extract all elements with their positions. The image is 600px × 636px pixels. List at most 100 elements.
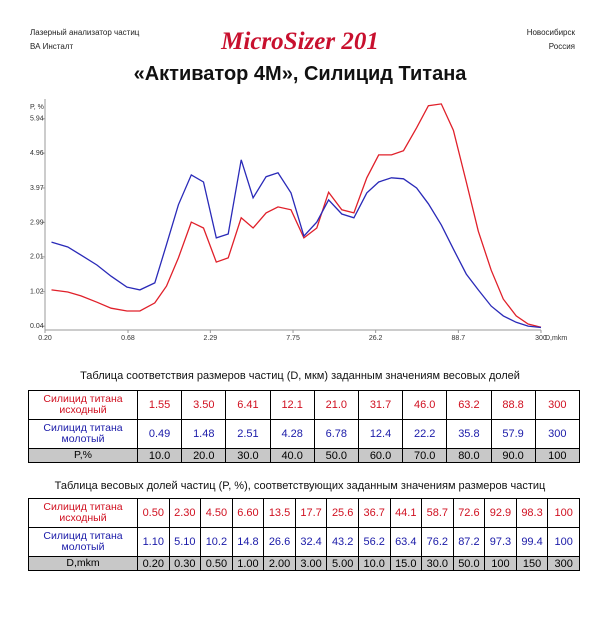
cell: 5.10 xyxy=(168,527,202,557)
cell: 2.30 xyxy=(168,498,202,528)
page-title: «Активатор 4М», Силицид Титана xyxy=(133,63,467,85)
cell: 36.7 xyxy=(357,498,391,528)
cell: 100 xyxy=(484,556,517,571)
cell: 13.5 xyxy=(263,498,296,528)
cell: 3.50 xyxy=(181,390,227,420)
cell: 90.0 xyxy=(490,448,536,463)
row-label: D,mkm xyxy=(28,556,138,571)
cell: 1.55 xyxy=(136,390,183,420)
row-label: Силицид титана молотый xyxy=(28,419,138,449)
cell: 56.2 xyxy=(357,527,391,557)
cell: 58.7 xyxy=(421,498,454,528)
x-tick-label: 0.20 xyxy=(38,335,52,342)
cell: 12.4 xyxy=(357,419,404,449)
cell: 14.8 xyxy=(231,527,265,557)
cell: 6.78 xyxy=(313,419,359,449)
table-row: D,mkm 0.20 0.30 0.50 1.00 2.00 3.00 5.00 10.0 15.… xyxy=(28,556,580,571)
cell: 70.0 xyxy=(402,448,448,463)
cell: 30.0 xyxy=(421,556,454,571)
cell: 1.10 xyxy=(137,527,170,557)
cell: 98.3 xyxy=(515,498,549,528)
y-tick-label: 2.99 xyxy=(30,219,44,226)
cell: 26.6 xyxy=(263,527,296,557)
cell: 1.48 xyxy=(181,419,227,449)
y-tick-label: 5.94 xyxy=(30,116,44,123)
cell: 150 xyxy=(515,556,549,571)
header-text: ВА Инсталт xyxy=(30,42,74,51)
cell: 6.60 xyxy=(231,498,265,528)
cell: 63.2 xyxy=(446,390,492,420)
cell: 44.1 xyxy=(389,498,423,528)
cell: 10.0 xyxy=(136,448,183,463)
cell: 25.6 xyxy=(326,498,359,528)
logo: MicroSizer 201 xyxy=(221,28,379,55)
cell: 50.0 xyxy=(452,556,486,571)
cell: 17.7 xyxy=(294,498,328,528)
cell: 57.9 xyxy=(490,419,536,449)
cell: 6.41 xyxy=(225,390,271,420)
cell: 63.4 xyxy=(389,527,423,557)
header-text: Россия xyxy=(548,42,575,51)
cell: 80.0 xyxy=(446,448,492,463)
cell: 10.0 xyxy=(357,556,391,571)
table-title: Таблица весовых долей частиц (P, %), соо… xyxy=(54,480,546,492)
row-label: Силицид титана исходный xyxy=(28,498,138,528)
cell: 0.20 xyxy=(137,556,170,571)
cell: 46.0 xyxy=(402,390,448,420)
cell: 100 xyxy=(547,527,580,557)
y-tick-label: 0.04 xyxy=(30,323,44,330)
data-table: Силицид титана исходный 0.50 2.30 4.50 6.60 1… xyxy=(28,498,580,571)
y-tick-label: 3.97 xyxy=(30,185,44,192)
series-line xyxy=(51,103,542,328)
cell: 300 xyxy=(534,419,581,449)
table-title: Таблица соответствия размеров частиц (D,… xyxy=(80,370,520,382)
table-row: Силицид титана исходный 0.50 2.30 4.50 6.60 1… xyxy=(28,498,580,528)
cell: 0.50 xyxy=(137,498,170,528)
row-label: Силицид титана молотый xyxy=(28,527,138,557)
cell: 97.3 xyxy=(484,527,517,557)
cell: 2.51 xyxy=(225,419,271,449)
chart: 0.04 1.02 2.01 2.99 3.97 4.96 5.94 0.20 0.68 2.29… xyxy=(30,99,567,342)
cell: 35.8 xyxy=(446,419,492,449)
cell: 100 xyxy=(534,448,581,463)
cell: 15.0 xyxy=(389,556,423,571)
y-tick-label: 1.02 xyxy=(30,289,44,296)
cell: 20.0 xyxy=(181,448,227,463)
cell: 1.00 xyxy=(231,556,265,571)
x-axis-label: D,mkm xyxy=(545,335,567,342)
cell: 76.2 xyxy=(421,527,454,557)
row-label: P,% xyxy=(28,448,138,463)
cell: 92.9 xyxy=(484,498,517,528)
header-text: Лазерный анализатор частиц xyxy=(30,28,140,37)
x-tick-label: 88.7 xyxy=(452,335,466,342)
row-label: Силицид титана исходный xyxy=(28,390,138,420)
table-row: Силицид титана исходный 1.55 3.50 6.41 12.1 2… xyxy=(28,390,581,420)
cell: 87.2 xyxy=(452,527,486,557)
cell: 0.30 xyxy=(168,556,202,571)
cell: 50.0 xyxy=(313,448,359,463)
cell: 72.6 xyxy=(452,498,486,528)
cell: 60.0 xyxy=(357,448,404,463)
cell: 99.4 xyxy=(515,527,549,557)
cell: 88.8 xyxy=(490,390,536,420)
x-tick-label: 7.75 xyxy=(286,335,300,342)
x-tick-label: 2.29 xyxy=(204,335,218,342)
cell: 32.4 xyxy=(294,527,328,557)
header-left: Лазерный анализатор частиц ВА Инсталт xyxy=(30,26,139,54)
header-text: Новосибирск xyxy=(526,28,575,37)
x-tick-label: 300 xyxy=(535,335,547,342)
data-table: Силицид титана исходный 1.55 3.50 6.41 12.1 2… xyxy=(28,390,581,463)
cell: 40.0 xyxy=(269,448,315,463)
cell: 100 xyxy=(547,498,580,528)
x-tick-label: 26.2 xyxy=(369,335,383,342)
y-tick-label: 4.96 xyxy=(30,150,44,157)
cell: 300 xyxy=(534,390,581,420)
y-axis-label: P, % xyxy=(30,104,44,111)
cell: 12.1 xyxy=(269,390,315,420)
cell: 4.28 xyxy=(269,419,315,449)
cell: 10.2 xyxy=(200,527,233,557)
cell: 3.00 xyxy=(294,556,328,571)
cell: 30.0 xyxy=(225,448,271,463)
cell: 0.49 xyxy=(136,419,183,449)
